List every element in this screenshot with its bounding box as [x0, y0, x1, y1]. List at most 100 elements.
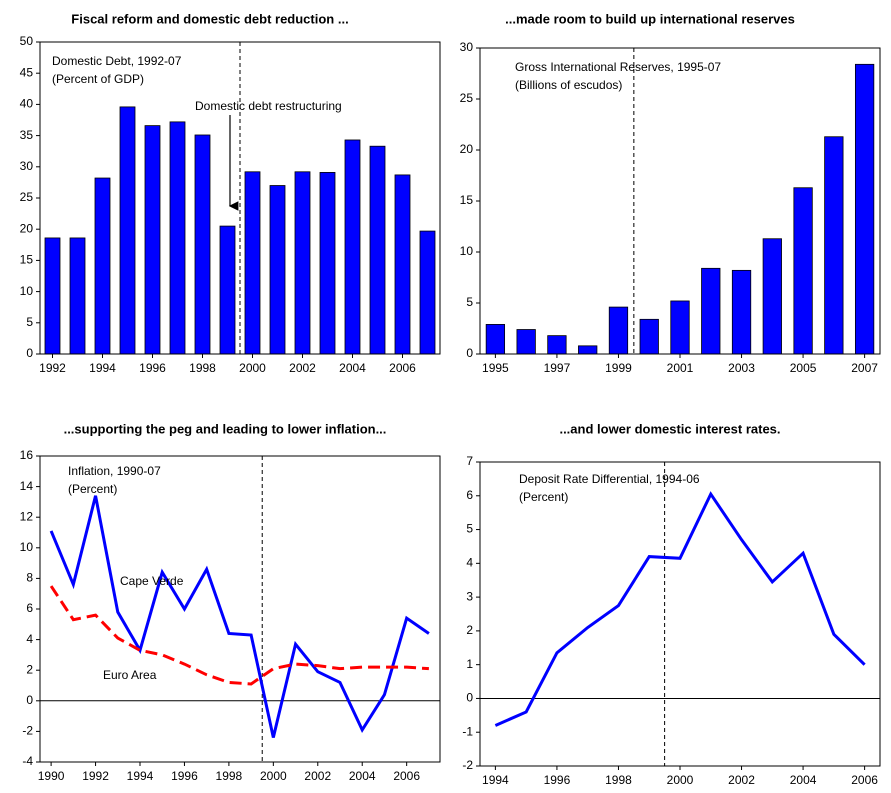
bar — [219, 225, 236, 355]
y-tick-label: 5 — [466, 295, 473, 309]
x-tick-label: 2003 — [728, 361, 755, 375]
y-tick-label: 16 — [20, 448, 34, 462]
y-tick-label: -2 — [462, 758, 473, 772]
y-tick-label: -4 — [22, 754, 33, 768]
bar — [194, 134, 211, 355]
series-label: Cape Verde — [120, 574, 184, 588]
x-tick-label: 2002 — [304, 769, 331, 783]
bar — [578, 345, 598, 355]
annotation: Gross International Reserves, 1995-07 — [515, 60, 721, 74]
y-tick-label: 4 — [466, 556, 473, 570]
x-tick-label: 1998 — [216, 769, 243, 783]
plot-frame — [39, 41, 441, 355]
bar — [639, 318, 659, 355]
annotation: (Percent) — [519, 490, 568, 504]
x-tick-label: 1996 — [171, 769, 198, 783]
y-tick-label: 0 — [466, 691, 473, 705]
y-tick-label: 15 — [20, 253, 34, 267]
x-tick-label: 1996 — [544, 773, 571, 787]
x-tick-label: 2006 — [393, 769, 420, 783]
plot-frame — [39, 455, 441, 763]
bar — [269, 185, 286, 355]
y-tick-label: 10 — [20, 540, 34, 554]
bar — [344, 139, 361, 355]
y-tick-label: 2 — [26, 662, 33, 676]
x-tick-label: 1996 — [139, 361, 166, 375]
x-tick-label: 2001 — [667, 361, 694, 375]
y-tick-label: 40 — [20, 97, 34, 111]
bar — [394, 174, 411, 355]
panel-title: ...and lower domestic interest rates. — [559, 421, 780, 436]
annotation: (Percent) — [68, 482, 117, 496]
x-tick-label: 2002 — [728, 773, 755, 787]
bar — [119, 106, 136, 355]
bar — [44, 237, 61, 355]
x-tick-label: 2002 — [289, 361, 316, 375]
y-tick-label: 25 — [460, 91, 474, 105]
x-tick-label: 1992 — [39, 361, 66, 375]
bar — [244, 171, 261, 355]
x-tick-label: 2004 — [349, 769, 376, 783]
x-tick-label: 2004 — [339, 361, 366, 375]
x-tick-label: 2000 — [260, 769, 287, 783]
x-tick-label: 1998 — [605, 773, 632, 787]
bar — [69, 237, 86, 355]
y-tick-label: 0 — [26, 693, 33, 707]
x-tick-label: 2007 — [851, 361, 878, 375]
x-tick-label: 1997 — [544, 361, 571, 375]
x-tick-label: 2006 — [851, 773, 878, 787]
y-tick-label: 0 — [26, 346, 33, 360]
plot-frame — [479, 47, 881, 355]
bar — [294, 171, 311, 355]
bar — [793, 187, 813, 355]
plot-frame — [479, 461, 881, 767]
series-label: Euro Area — [103, 668, 157, 682]
y-tick-label: 2 — [466, 623, 473, 637]
bar — [94, 177, 111, 355]
x-tick-label: 1994 — [127, 769, 154, 783]
x-tick-label: 1990 — [38, 769, 65, 783]
bar — [762, 238, 782, 355]
x-tick-label: 1994 — [482, 773, 509, 787]
bar — [369, 145, 386, 355]
bar — [516, 329, 536, 355]
y-tick-label: 50 — [20, 34, 34, 48]
y-tick-label: 7 — [466, 454, 473, 468]
y-tick-label: 10 — [20, 284, 34, 298]
y-tick-label: 5 — [26, 315, 33, 329]
bar — [854, 63, 875, 355]
x-tick-label: 1995 — [482, 361, 509, 375]
annotation: (Percent of GDP) — [52, 72, 144, 86]
y-tick-label: 4 — [26, 632, 33, 646]
x-tick-label: 1999 — [605, 361, 632, 375]
annotation: Deposit Rate Differential, 1994-06 — [519, 472, 700, 486]
bar — [701, 267, 721, 355]
series-line — [49, 585, 429, 686]
y-tick-label: 20 — [20, 221, 34, 235]
y-tick-label: 30 — [460, 40, 474, 54]
series-line — [49, 495, 430, 738]
x-tick-label: 1994 — [89, 361, 116, 375]
y-tick-label: 8 — [26, 571, 33, 585]
bar — [731, 269, 752, 355]
panel-title: ...supporting the peg and leading to low… — [64, 421, 387, 436]
y-tick-label: 3 — [466, 589, 473, 603]
y-tick-label: -2 — [22, 724, 33, 738]
bar — [485, 324, 506, 355]
y-tick-label: 20 — [460, 142, 474, 156]
y-tick-label: 6 — [26, 601, 33, 615]
bar — [144, 125, 161, 355]
bar — [670, 300, 690, 355]
y-tick-label: 15 — [460, 193, 474, 207]
y-tick-label: 25 — [20, 190, 34, 204]
y-tick-label: 12 — [20, 509, 34, 523]
y-tick-label: 45 — [20, 65, 34, 79]
x-tick-label: 2005 — [790, 361, 817, 375]
x-tick-label: 1992 — [82, 769, 109, 783]
series-line — [494, 491, 866, 727]
annotation: Inflation, 1990-07 — [68, 464, 161, 478]
bar — [319, 172, 336, 355]
x-tick-label: 2006 — [389, 361, 416, 375]
bar — [169, 121, 186, 355]
panel-title: ...made room to build up international r… — [505, 11, 795, 26]
